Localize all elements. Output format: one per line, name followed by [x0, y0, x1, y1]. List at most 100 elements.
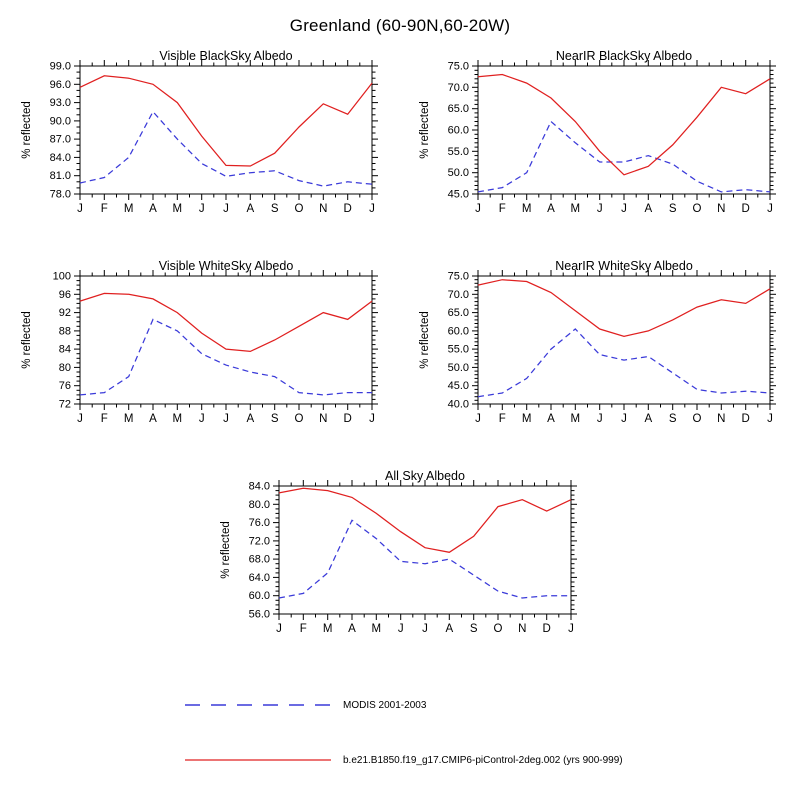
x-tick-label: M — [124, 203, 134, 215]
series-line — [79, 318, 372, 396]
x-tick-label: O — [494, 623, 503, 635]
y-tick-label: 99.0 — [50, 61, 71, 73]
x-tick-label: J — [369, 413, 375, 425]
series-line — [278, 487, 572, 553]
x-tick-label: N — [518, 623, 526, 635]
y-tick-label: 84.0 — [50, 152, 71, 164]
x-tick-label: J — [597, 413, 603, 425]
x-tick-label: M — [173, 413, 183, 425]
y-tick-label: 45.0 — [448, 380, 469, 392]
legend-entry-model: b.e21.B1850.f19_g17.CMIP6-piControl-2deg… — [183, 753, 800, 767]
x-tick-label: J — [77, 413, 83, 425]
series-line — [477, 279, 771, 337]
y-tick-label: 92 — [59, 307, 71, 319]
x-tick-label: J — [369, 203, 375, 215]
y-tick-label: 50.0 — [448, 167, 469, 179]
panel-title: NearIR WhiteSky Albedo — [555, 259, 693, 273]
y-tick-label: 80.0 — [249, 499, 270, 511]
x-tick-label: J — [597, 203, 603, 215]
x-tick-label: F — [499, 413, 506, 425]
x-tick-label: J — [422, 623, 428, 635]
figure: Greenland (60-90N,60-20W) 78.0 81.0 84.0 87… — [0, 16, 800, 767]
x-tick-label: M — [323, 623, 333, 635]
x-tick-label: F — [101, 413, 108, 425]
panel-row-2: 72 76 80 84 88 92 96 100 J F M A M J J A S O N D J Visible Wh… — [0, 258, 800, 448]
y-tick-label: 96.0 — [50, 79, 71, 91]
x-tick-label: N — [717, 413, 725, 425]
x-tick-label: O — [693, 413, 702, 425]
x-tick-label: M — [372, 623, 382, 635]
panel-visible-whitesky: 72 76 80 84 88 92 96 100 J F M A M J J A S O N D J Visible Wh… — [16, 258, 386, 448]
y-axis-label: % reflected — [419, 101, 431, 159]
series-line — [477, 73, 771, 176]
series-line — [278, 519, 571, 599]
series-line — [79, 292, 373, 353]
x-tick-label: D — [742, 413, 750, 425]
y-axis-label: % reflected — [419, 311, 431, 369]
y-axis-label: % reflected — [220, 521, 232, 579]
y-tick-label: 96 — [59, 289, 71, 301]
x-tick-label: O — [295, 413, 304, 425]
x-tick-label: J — [568, 623, 574, 635]
y-tick-label: 65.0 — [448, 103, 469, 115]
y-axis-label: % reflected — [21, 101, 33, 159]
x-tick-label: M — [124, 413, 134, 425]
y-tick-label: 84 — [59, 344, 71, 356]
x-tick-label: J — [77, 203, 83, 215]
y-tick-label: 60.0 — [249, 590, 270, 602]
y-tick-label: 60.0 — [448, 325, 469, 337]
figure-title: Greenland (60-90N,60-20W) — [289, 16, 511, 35]
x-tick-label: A — [644, 203, 652, 215]
y-tick-label: 70.0 — [448, 82, 469, 94]
x-tick-label: M — [571, 203, 581, 215]
x-tick-label: S — [470, 623, 478, 635]
panel-chart: 40.0 45.0 50.0 55.0 60.0 65.0 70.0 75.0 J F M A M J J A… — [419, 259, 776, 425]
legend-line-model-swatch — [185, 759, 331, 761]
x-tick-label: N — [717, 203, 725, 215]
panel-visible-blacksky: 78.0 81.0 84.0 87.0 90.0 93.0 96.0 99.0 J F M A M J J A… — [16, 48, 386, 238]
y-tick-label: 72.0 — [249, 535, 270, 547]
y-tick-label: 60.0 — [448, 125, 469, 137]
x-tick-label: D — [543, 623, 551, 635]
x-tick-label: A — [445, 623, 453, 635]
x-tick-label: D — [344, 413, 352, 425]
plot-frame — [278, 485, 572, 615]
panel-row-3: 56.0 60.0 64.0 68.0 72.0 76.0 80.0 84.0 J F M A M J J A… — [0, 468, 800, 658]
y-tick-label: 55.0 — [448, 146, 469, 158]
x-tick-label: S — [271, 413, 279, 425]
y-tick-label: 81.0 — [50, 170, 71, 182]
x-tick-label: J — [398, 623, 404, 635]
x-tick-label: A — [547, 413, 555, 425]
plot-frame — [477, 275, 771, 405]
y-tick-label: 40.0 — [448, 399, 469, 411]
panel-nearir-whitesky: 40.0 45.0 50.0 55.0 60.0 65.0 70.0 75.0 J F M A M J J A… — [414, 258, 784, 448]
legend-entry-modis: MODIS 2001-2003 — [183, 698, 800, 712]
x-tick-label: A — [246, 413, 254, 425]
y-tick-label: 76 — [59, 380, 71, 392]
panel-chart: 78.0 81.0 84.0 87.0 90.0 93.0 96.0 99.0 J F M A M J J A… — [21, 49, 378, 215]
x-tick-label: A — [149, 203, 157, 215]
y-tick-label: 75.0 — [448, 61, 469, 73]
x-tick-label: J — [767, 203, 773, 215]
x-tick-label: M — [571, 413, 581, 425]
x-tick-label: S — [271, 203, 279, 215]
x-tick-label: D — [344, 203, 352, 215]
x-tick-label: J — [767, 413, 773, 425]
panel-chart: 72 76 80 84 88 92 96 100 J F M A M J J A S O N D J Visible Wh… — [21, 259, 378, 425]
x-tick-label: J — [276, 623, 282, 635]
y-tick-label: 90.0 — [50, 115, 71, 127]
x-tick-label: J — [199, 413, 205, 425]
y-tick-label: 64.0 — [249, 572, 270, 584]
x-tick-label: A — [246, 203, 254, 215]
y-tick-label: 50.0 — [448, 362, 469, 374]
x-tick-label: J — [475, 413, 481, 425]
y-tick-label: 87.0 — [50, 134, 71, 146]
x-tick-label: N — [319, 203, 327, 215]
y-tick-label: 65.0 — [448, 307, 469, 319]
y-axis-label: % reflected — [21, 311, 33, 369]
x-tick-label: F — [101, 203, 108, 215]
legend-line-modis-swatch — [185, 704, 331, 706]
panel-row-1: 78.0 81.0 84.0 87.0 90.0 93.0 96.0 99.0 J F M A M J J A… — [0, 48, 800, 238]
x-tick-label: S — [669, 413, 677, 425]
x-tick-label: J — [475, 203, 481, 215]
